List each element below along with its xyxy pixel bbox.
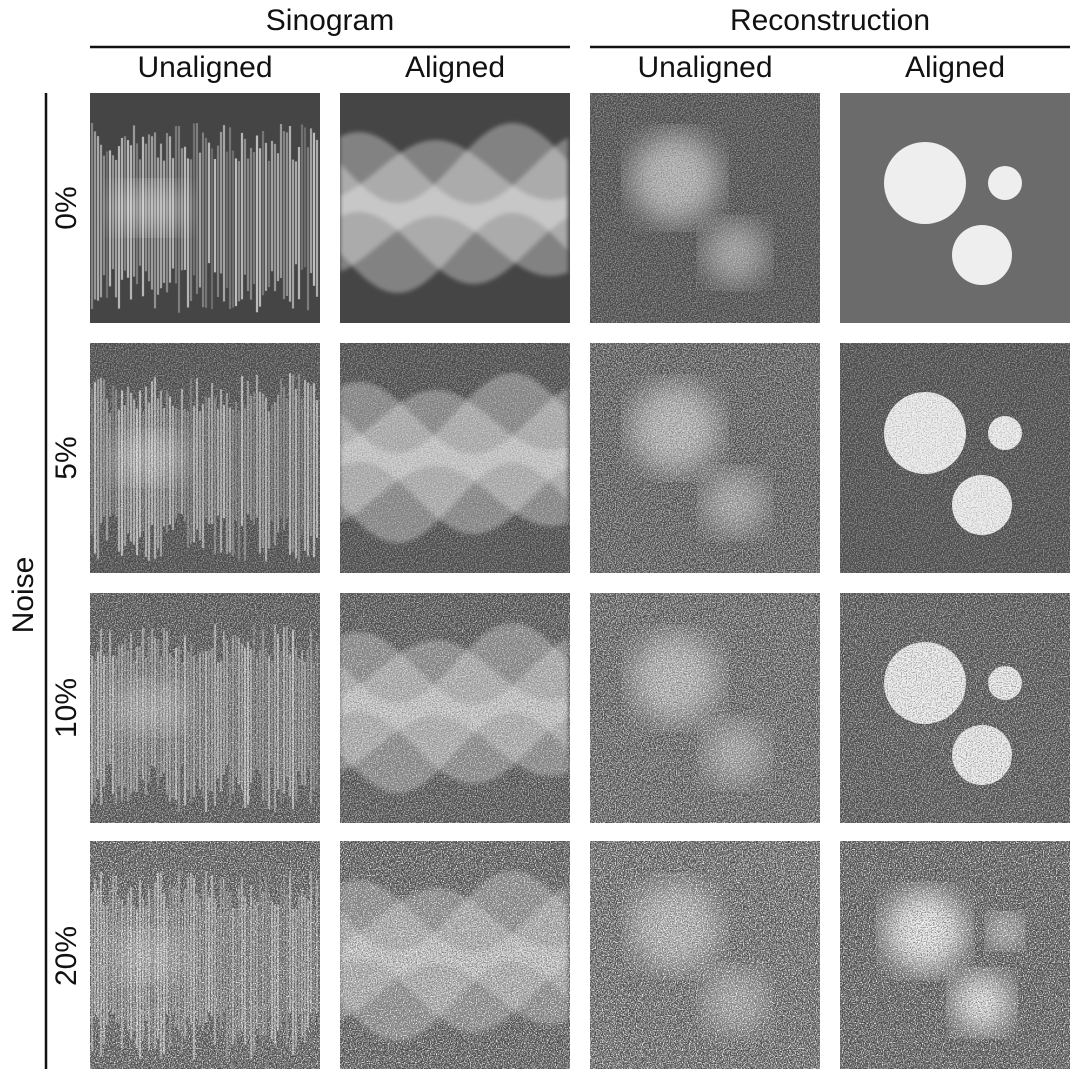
noise-dark — [590, 593, 820, 823]
image-panel — [840, 593, 1070, 823]
row-label: 20% — [50, 926, 83, 986]
row-label: 5% — [50, 436, 83, 479]
image-panel — [840, 343, 1070, 573]
image-panel — [340, 343, 570, 573]
noise-dark — [90, 593, 320, 823]
noise-dark — [340, 343, 570, 573]
figure: Noise Sinogram Unaligned Aligned Reconstruc… — [0, 0, 1078, 1069]
image-panel — [590, 343, 820, 573]
image-panel — [840, 93, 1070, 323]
group-title: Sinogram — [266, 4, 394, 37]
image-panel — [340, 93, 570, 323]
image-panel — [90, 593, 320, 823]
artifact-noise — [590, 93, 820, 323]
noise-dark — [840, 343, 1070, 573]
row-label: 0% — [50, 186, 83, 229]
image-panel — [590, 593, 820, 823]
image-panel — [90, 93, 320, 323]
sino-glow — [110, 183, 190, 233]
sino-bands — [340, 123, 568, 293]
image-panel — [90, 343, 320, 573]
phantom-disk — [952, 225, 1012, 285]
column-title: Aligned — [405, 51, 505, 84]
noise-dark — [340, 841, 570, 1069]
noise-dark — [840, 593, 1070, 823]
phantom-disk — [884, 142, 966, 224]
noise-dark — [840, 841, 1070, 1069]
image-panel — [340, 593, 570, 823]
group-title: Reconstruction — [730, 4, 930, 37]
phantom-disk — [988, 166, 1022, 200]
image-panel — [590, 93, 820, 323]
image-panel — [840, 841, 1070, 1069]
image-panel — [90, 841, 320, 1069]
row-label: 10% — [50, 678, 83, 738]
noise-dark — [90, 343, 320, 573]
image-panel — [340, 841, 570, 1069]
noise-dark — [590, 343, 820, 573]
noise-dark — [90, 841, 320, 1069]
column-title: Unaligned — [637, 51, 772, 84]
image-panel — [590, 841, 820, 1069]
noise-dark — [590, 841, 820, 1069]
noise-dark — [340, 593, 570, 823]
column-title: Unaligned — [137, 51, 272, 84]
row-title: Noise — [7, 557, 40, 634]
column-title: Aligned — [905, 51, 1005, 84]
